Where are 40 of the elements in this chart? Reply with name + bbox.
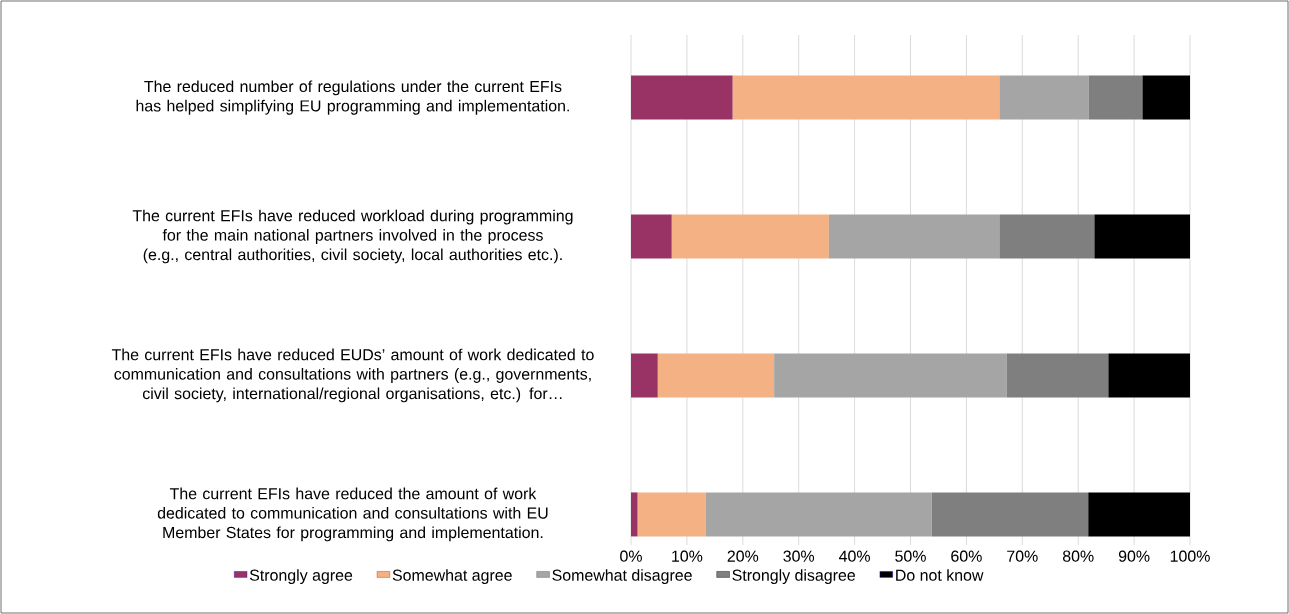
x-tick-label: 80% — [1062, 550, 1094, 562]
legend-label: Do not know — [896, 569, 984, 581]
bar — [631, 75, 733, 120]
x-tick-label: 50% — [895, 550, 926, 562]
x-tick-label: 70% — [1007, 550, 1038, 562]
x-tick-label: 10% — [672, 550, 703, 562]
x-tick-label: 100% — [1170, 550, 1210, 562]
bar — [637, 492, 706, 537]
bar — [999, 214, 1095, 259]
bar — [1094, 214, 1191, 259]
bar — [1088, 492, 1191, 537]
legend-label: Somewhat disagree — [552, 569, 692, 585]
bar — [631, 353, 658, 398]
legend-label: Somewhat agree — [392, 569, 512, 585]
bar — [732, 75, 1000, 120]
y-tick-label: The current EFIs have reduced EUDs’ amount of work dedicated to communication and consultations with partners (e.g., governments, civil society, international/regional organisations, etc.) for… — [111, 348, 594, 403]
bar — [774, 353, 1007, 398]
y-tick-label: The current EFIs have reduced the amount of work dedicated to communication and consultations with EU Member States for programming and implementation. — [157, 487, 548, 542]
x-tick-label: 60% — [951, 550, 982, 562]
bar — [931, 492, 1089, 537]
bar — [828, 214, 1000, 259]
bar — [1108, 353, 1191, 398]
x-tick-label: 30% — [783, 550, 815, 562]
bar — [657, 353, 775, 398]
bar — [631, 214, 672, 259]
x-tick-label: 90% — [1118, 550, 1150, 562]
x-tick-label: 20% — [727, 550, 759, 562]
y-tick-label: The reduced number of regulations under the current EFIs has helped simplifying EU programming and implementation. — [136, 80, 569, 115]
bar — [1006, 353, 1109, 398]
legend-label: Strongly disagree — [732, 569, 855, 585]
bar — [671, 214, 829, 259]
bar — [1088, 75, 1143, 120]
x-tick-label: 0% — [620, 550, 642, 562]
legend-label: Strongly agree — [249, 569, 353, 585]
bar — [631, 492, 638, 537]
y-tick-label: The current EFIs have reduced workload during programming for the main national partners involved in the process (e.g., central authorities, civil society, local authorities etc.). — [132, 209, 573, 264]
bar — [1142, 75, 1191, 120]
x-tick-label: 40% — [839, 550, 870, 562]
bar — [999, 75, 1089, 120]
bar — [705, 492, 932, 537]
